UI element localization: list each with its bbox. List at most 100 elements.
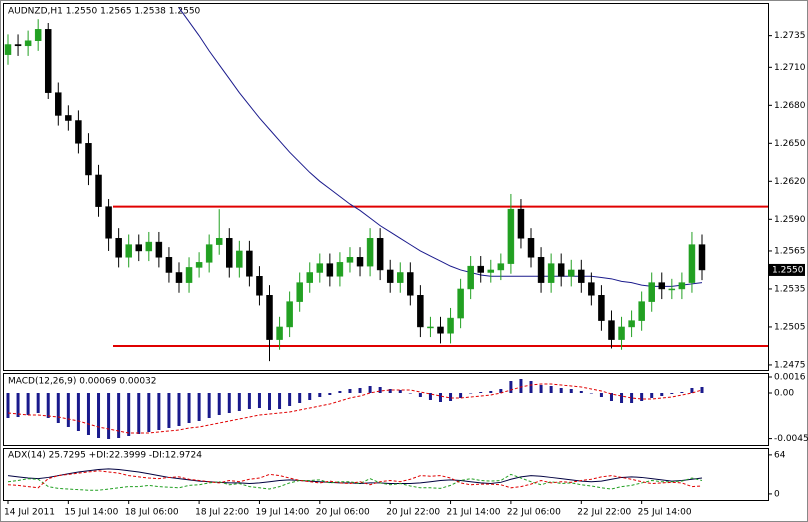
macd-bar	[690, 388, 694, 393]
adx-line	[7, 468, 703, 485]
macd-bar	[56, 393, 60, 423]
macd-bar	[288, 393, 292, 406]
macd-bar	[378, 387, 382, 393]
macd-bar	[16, 393, 20, 417]
candle-body	[306, 272, 313, 283]
y-tick-label: 0.0016	[774, 373, 806, 383]
candle-body	[628, 320, 635, 328]
macd-bar	[700, 387, 704, 393]
candle-body	[135, 244, 143, 252]
candle-body	[698, 244, 706, 271]
candle-body	[85, 143, 92, 176]
candle-body	[386, 269, 394, 283]
candle-body	[427, 326, 434, 329]
candle-body	[115, 238, 122, 258]
macd-bar	[247, 393, 251, 409]
macd-bar	[197, 393, 201, 421]
x-tick-label: 14 Jul 2011	[4, 508, 55, 518]
x-tick-label: 15 Jul 14:00	[64, 508, 118, 518]
macd-bar	[257, 393, 261, 408]
candle-body	[246, 250, 253, 277]
macd-bar	[227, 393, 231, 413]
macd-bar	[137, 393, 141, 434]
candle-body	[215, 238, 223, 245]
macd-bar	[36, 393, 40, 413]
y-tick-label: 1.2735	[774, 31, 806, 41]
candle-body	[517, 208, 525, 239]
y-tick-label: 1.2680	[774, 101, 806, 111]
adx-panel	[3, 448, 769, 501]
macd-bar	[187, 393, 191, 423]
macd-bar	[589, 393, 593, 394]
macd-bar	[388, 389, 392, 393]
candle-body	[95, 174, 102, 207]
candle-body	[155, 241, 163, 258]
macd-bar	[207, 393, 211, 418]
macd-bar	[569, 389, 573, 393]
macd-bar	[549, 386, 553, 393]
y-tick-label: 0	[774, 489, 780, 499]
x-tick-label: 20 Jul 06:00	[316, 508, 370, 518]
candle-body	[527, 238, 535, 258]
x-tick-label: 22 Jul 06:00	[507, 508, 561, 518]
macd-bar	[97, 393, 101, 438]
x-tick-label: 21 Jul 14:00	[447, 508, 501, 518]
y-tick-label: 1.2590	[774, 215, 806, 225]
y-tick-label: 1.2475	[774, 360, 806, 370]
candle-body	[487, 269, 495, 273]
candle-body	[447, 317, 454, 334]
macd-bar	[418, 393, 422, 397]
candle-body	[356, 257, 364, 267]
candle-body	[296, 282, 303, 302]
candle-body	[497, 263, 505, 271]
candle-body	[507, 208, 515, 264]
chart-title: AUDNZD,H1 1.2550 1.2565 1.2538 1.2550	[8, 7, 201, 17]
macd-bar	[479, 392, 483, 393]
candle-body	[226, 238, 233, 268]
y-tick-label: 64	[774, 450, 786, 460]
macd-bar	[630, 393, 634, 403]
candle-body	[678, 282, 686, 290]
macd-bar	[509, 381, 513, 393]
adx-title: ADX(14) 25.7295 +DI:22.3999 -DI:12.9724	[8, 451, 202, 461]
macd-bar	[328, 393, 332, 395]
last-price-label: 1.2550	[772, 265, 804, 275]
macd-bar	[217, 393, 221, 415]
macd-bar	[408, 393, 412, 394]
macd-bar	[76, 393, 80, 431]
candle-body	[547, 263, 555, 283]
macd-title: MACD(12,26,9) 0.00069 0.00032	[8, 377, 157, 387]
macd-bar	[278, 393, 282, 409]
macd-bar	[428, 393, 432, 400]
y-tick-label: 1.2620	[774, 177, 806, 187]
macd-bar	[117, 393, 121, 438]
candle-body	[567, 269, 575, 277]
candle-body	[638, 301, 645, 321]
macd-bar	[157, 393, 161, 430]
x-tick-label: 18 Jul 06:00	[125, 508, 179, 518]
adx-line	[7, 470, 703, 489]
macd-bar	[459, 393, 463, 398]
macd-bar	[499, 389, 503, 393]
candle-body	[145, 241, 153, 252]
candle-body	[256, 276, 263, 296]
candle-body	[125, 244, 132, 258]
candle-body	[276, 326, 283, 340]
candle-body	[366, 238, 374, 267]
macd-bar	[368, 386, 372, 393]
candle-body	[457, 288, 464, 319]
macd-bar	[348, 389, 352, 393]
candle-body	[618, 326, 625, 340]
candle-body	[578, 269, 585, 283]
candle-body	[205, 244, 213, 263]
macd-bar	[66, 393, 70, 427]
macd-bar	[680, 392, 684, 393]
candle-body	[407, 272, 414, 296]
candle-body	[648, 282, 655, 302]
macd-bar	[609, 393, 613, 401]
candle-body	[346, 257, 354, 263]
candle-body	[537, 257, 545, 283]
candle-body	[34, 29, 42, 41]
